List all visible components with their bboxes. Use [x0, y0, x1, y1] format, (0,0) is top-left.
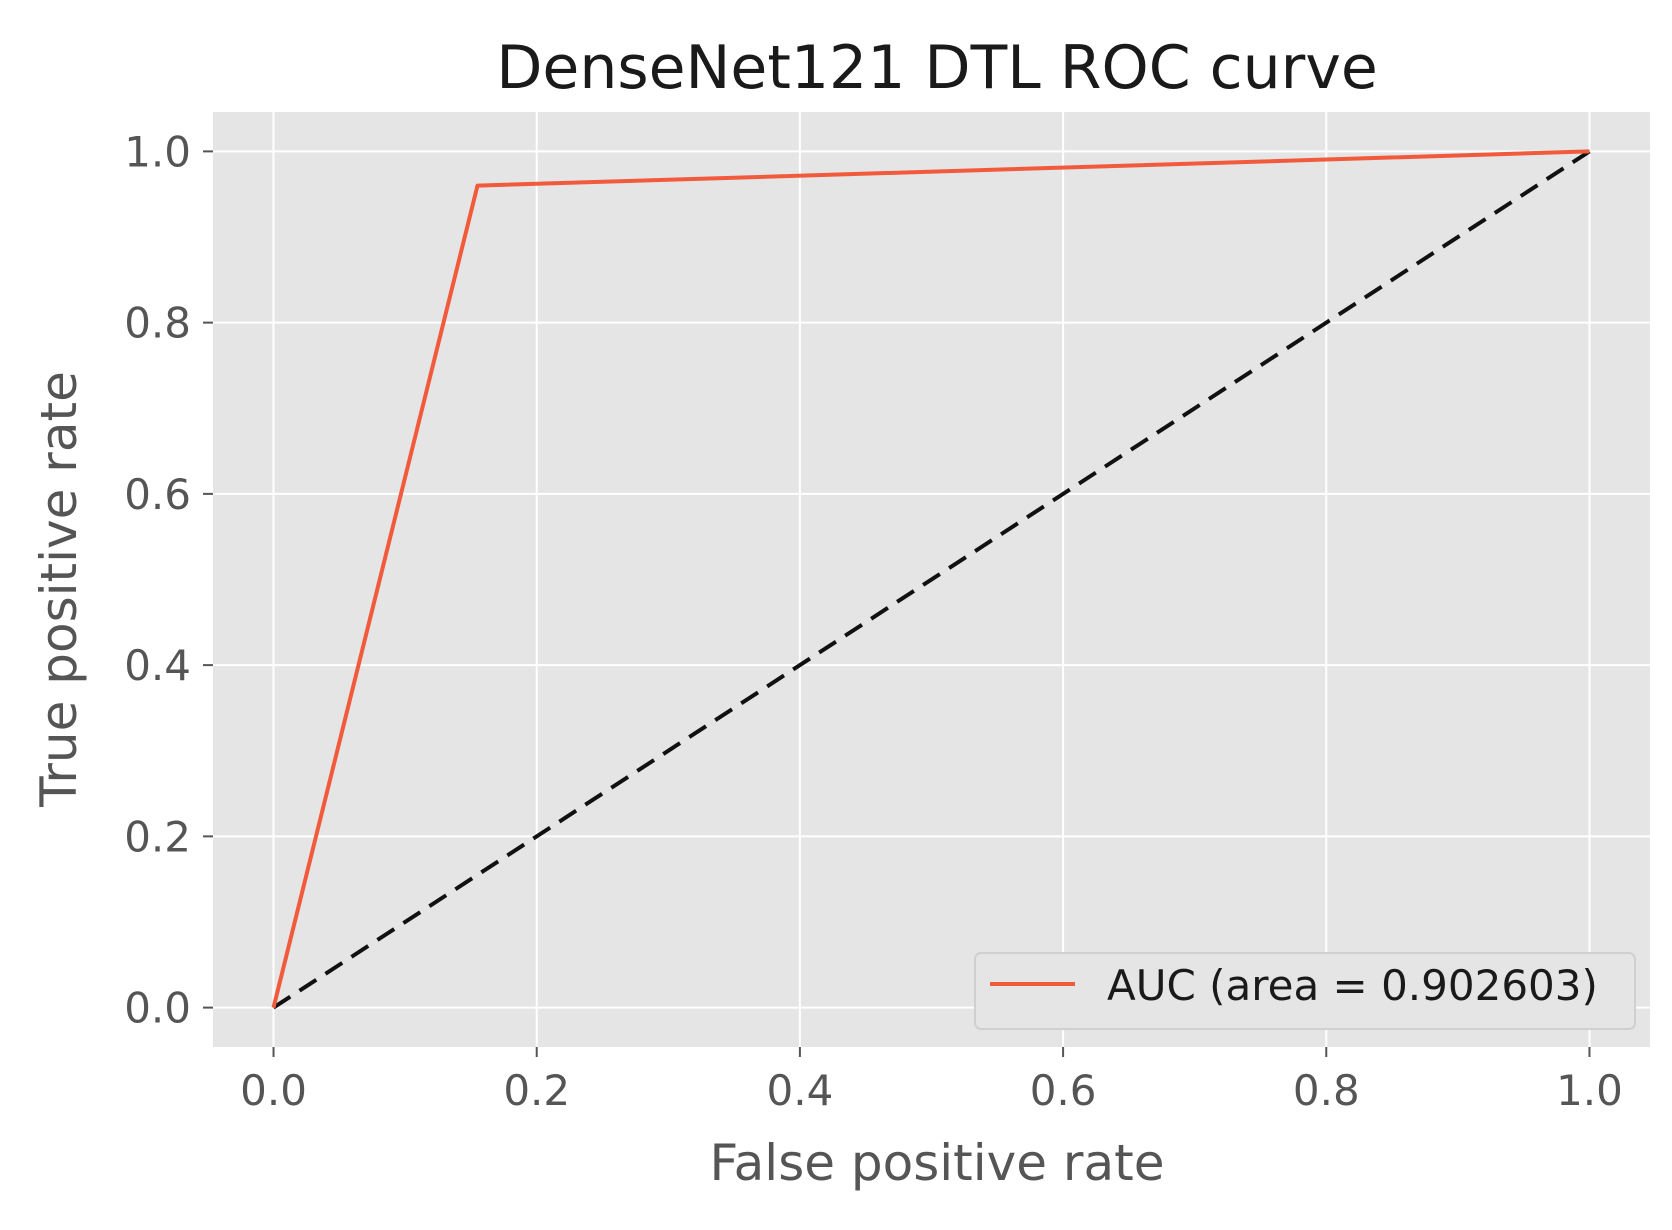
series-layer [271, 149, 1591, 1010]
roc-curve-line [271, 149, 1590, 1009]
x-axis-label: False positive rate [710, 1134, 1165, 1192]
x-tick-label: 0.4 [767, 1066, 834, 1115]
diagonal-reference-line [272, 149, 1591, 1010]
y-tick-labels: 0.0 0.2 0.4 0.6 0.8 1.0 [124, 127, 213, 1033]
x-tick-label: 0.2 [503, 1066, 570, 1115]
legend-label-auc: AUC (area = 0.902603) [1107, 961, 1598, 1010]
y-tick-label: 0.6 [124, 470, 191, 519]
y-tick-label: 0.0 [124, 984, 191, 1033]
grid-lines [213, 112, 1650, 1047]
x-tick-label: 0.6 [1030, 1066, 1097, 1115]
y-tick-label: 1.0 [124, 127, 191, 176]
legend-box [974, 952, 1636, 1030]
y-tick-label: 0.4 [124, 641, 191, 690]
legend: AUC (area = 0.902603) [974, 952, 1636, 1030]
y-tick-label: 0.2 [124, 812, 191, 861]
x-tick-label: 0.0 [240, 1066, 307, 1115]
x-tick-label: 1.0 [1556, 1066, 1623, 1115]
x-tick-label: 0.8 [1293, 1066, 1360, 1115]
x-tick-labels: 0.0 0.2 0.4 0.6 0.8 1.0 [240, 1047, 1623, 1115]
chart-title: DenseNet121 DTL ROC curve [496, 33, 1378, 103]
y-tick-label: 0.8 [124, 299, 191, 348]
y-axis-label: True positive rate [30, 371, 88, 808]
